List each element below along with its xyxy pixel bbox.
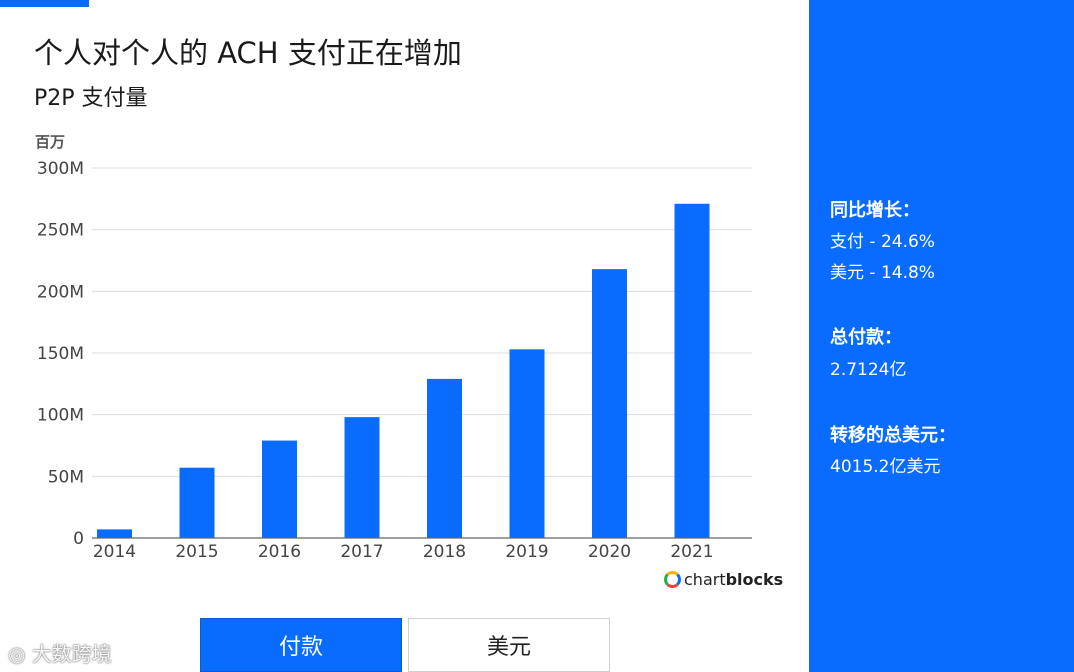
bar-2016 xyxy=(262,440,297,538)
x-tick-label: 2018 xyxy=(423,542,466,562)
bars xyxy=(97,203,710,538)
stats-sidebar: 同比增长： 支付 - 24.6% 美元 - 14.8% 总付款： 2.7124亿… xyxy=(809,0,1074,672)
y-tick-label: 200M xyxy=(37,282,84,302)
bar-chart: 0 50M 100M 150M 200M 250M 300M 2014 2015 2016 2017… xyxy=(37,159,752,562)
total-transferred-heading: 转移的总美元： xyxy=(830,425,956,446)
axes: 0 50M 100M 150M 200M 250M 300M 2014 2015 2016 2017… xyxy=(37,159,752,562)
y-tick-label: 100M xyxy=(37,406,84,426)
bar-2019 xyxy=(509,349,545,538)
watermark: ◎ 大数跨境 xyxy=(8,638,112,667)
dollars-toggle-button[interactable]: 美元 xyxy=(408,618,610,672)
total-payments-value: 2.7124亿 xyxy=(830,360,907,380)
x-tick-label: 2016 xyxy=(258,542,301,562)
x-tick-label: 2017 xyxy=(340,542,383,562)
y-tick-label: 150M xyxy=(37,344,84,364)
x-tick-label: 2020 xyxy=(588,542,631,562)
y-tick-label: 50M xyxy=(48,467,84,487)
gridlines xyxy=(92,167,752,477)
yoy-growth-heading: 同比增长： xyxy=(830,200,920,221)
brand-prefix: chart xyxy=(684,570,726,589)
yoy-dollars-value: 美元 - 14.8% xyxy=(830,263,935,283)
bar-2014 xyxy=(97,529,132,538)
y-tick-label: 0 xyxy=(73,529,84,549)
bar-2015 xyxy=(179,467,215,538)
chartblocks-logo: chart blocks xyxy=(664,570,783,589)
chart-subtitle: P2P 支付量 xyxy=(34,86,148,111)
brand-bold: blocks xyxy=(725,570,784,589)
y-tick-label: 300M xyxy=(37,159,84,179)
watermark-icon: ◎ xyxy=(8,642,26,666)
chartblocks-logo-icon xyxy=(664,571,681,588)
y-tick-label: 250M xyxy=(37,221,84,241)
yoy-payments-value: 支付 - 24.6% xyxy=(830,232,935,252)
x-tick-label: 2019 xyxy=(505,542,548,562)
total-payments-heading: 总付款： xyxy=(830,327,902,348)
bar-2017 xyxy=(344,417,380,538)
total-transferred-value: 4015.2亿美元 xyxy=(830,457,941,477)
bar-2020 xyxy=(592,269,627,538)
y-axis-unit-label: 百万 xyxy=(35,133,66,151)
bar-2018 xyxy=(427,378,462,538)
x-tick-label: 2015 xyxy=(175,542,218,562)
x-tick-label: 2021 xyxy=(670,542,713,562)
watermark-text: 大数跨境 xyxy=(31,642,112,666)
bar-2021 xyxy=(674,203,710,538)
top-accent-bar xyxy=(0,0,89,7)
chart-title: 个人对个人的 ACH 支付正在增加 xyxy=(34,36,462,70)
payments-toggle-button[interactable]: 付款 xyxy=(200,618,402,672)
x-tick-label: 2014 xyxy=(93,542,136,562)
